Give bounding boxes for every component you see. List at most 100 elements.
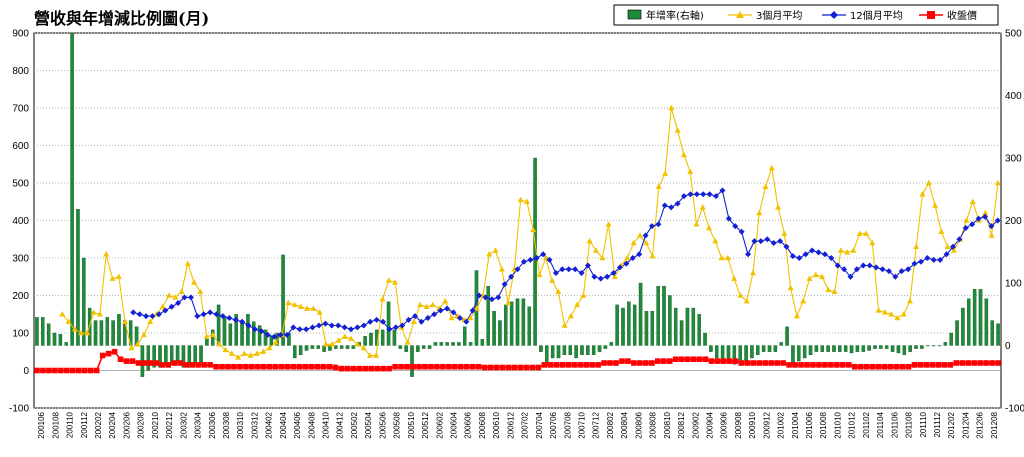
marker-12m (360, 322, 367, 329)
marker-3m (944, 243, 951, 249)
marker-3m (203, 333, 210, 339)
yoy-bar (791, 345, 795, 365)
x-tick-label: 201008 (819, 411, 828, 438)
marker-close (780, 360, 786, 366)
marker-close (816, 362, 822, 368)
marker-close (368, 365, 375, 372)
yoy-bar (609, 342, 614, 346)
marker-close (523, 364, 530, 371)
yoy-bar (931, 345, 936, 347)
marker-3m (561, 322, 568, 328)
marker-12m (597, 275, 604, 282)
yoy-bar (709, 345, 713, 352)
x-tick-label: 200610 (492, 411, 501, 438)
marker-close (732, 358, 739, 364)
marker-12m (629, 255, 636, 261)
marker-12m (130, 309, 137, 316)
marker-close (261, 363, 267, 370)
marker-close (535, 364, 542, 371)
y-tick-right-label: 400 (1005, 91, 1022, 102)
marker-12m (501, 281, 508, 288)
x-tick-label: 200302 (179, 411, 188, 438)
marker-12m (559, 266, 566, 273)
marker-close (195, 362, 201, 368)
x-tick-label: 200810 (663, 411, 672, 438)
marker-3m (862, 230, 869, 236)
x-tick-label: 201112 (933, 411, 942, 437)
marker-12m (264, 331, 271, 338)
marker-12m (687, 191, 694, 198)
legend-swatch-yoy (627, 9, 642, 20)
yoy-bar (849, 345, 854, 354)
marker-12m (399, 322, 406, 329)
marker-12m (770, 240, 777, 246)
yoy-bar (685, 307, 690, 346)
marker-close (517, 364, 524, 371)
marker-3m (335, 337, 342, 343)
marker-12m (200, 311, 207, 318)
yoy-bar (961, 307, 965, 346)
marker-close (553, 362, 560, 368)
marker-12m (354, 324, 361, 331)
marker-close (672, 356, 679, 363)
marker-3m (768, 164, 775, 171)
marker-close (332, 364, 339, 371)
marker-12m (681, 193, 688, 200)
marker-3m (963, 217, 970, 223)
yoy-bar (802, 345, 807, 359)
marker-close (231, 363, 237, 370)
marker-close (929, 362, 936, 368)
yoy-bar (527, 306, 531, 346)
marker-close (511, 364, 518, 371)
marker-12m (271, 333, 278, 340)
x-tick-label: 200402 (265, 411, 274, 438)
x-tick-label: 200512 (421, 411, 430, 438)
marker-close (965, 360, 971, 366)
marker-3m (159, 303, 166, 309)
y-tick-left-label: 800 (12, 66, 29, 77)
marker-close (643, 360, 649, 366)
marker-close (702, 356, 709, 363)
marker-close (326, 363, 333, 370)
marker-close (34, 367, 40, 374)
y-tick-right-label: -100 (1005, 404, 1024, 415)
marker-3m (925, 179, 932, 186)
yoy-bar (597, 345, 602, 352)
marker-close (52, 367, 58, 374)
legend-label-close: 收盤價 (947, 9, 977, 22)
marker-3m (96, 311, 103, 317)
marker-12m (994, 217, 1001, 224)
marker-12m (373, 316, 380, 323)
marker-3m (881, 309, 888, 315)
marker-3m (643, 239, 650, 246)
marker-3m (793, 312, 800, 319)
marker-3m (272, 339, 279, 345)
yoy-bar (498, 320, 502, 346)
marker-close (380, 365, 386, 372)
marker-3m (756, 209, 763, 216)
marker-3m (166, 292, 173, 298)
marker-12m (136, 311, 143, 318)
marker-12m (322, 320, 329, 327)
marker-12m (962, 225, 969, 231)
yoy-bar (638, 282, 643, 346)
marker-12m (700, 191, 707, 198)
marker-3m (209, 331, 216, 338)
marker-12m (885, 268, 892, 275)
marker-close (577, 362, 583, 368)
marker-12m (251, 326, 258, 333)
yoy-bar (404, 345, 408, 352)
marker-3m (247, 352, 254, 358)
marker-12m (668, 204, 675, 211)
marker-12m (335, 322, 342, 329)
marker-3m (994, 179, 1001, 186)
marker-close (708, 358, 715, 364)
marker-12m (892, 273, 899, 280)
marker-close (744, 360, 751, 366)
marker-3m (147, 318, 154, 324)
marker-close (475, 363, 482, 370)
marker-12m (604, 273, 611, 280)
marker-12m (943, 251, 950, 258)
yoy-bar (697, 314, 701, 346)
x-tick-label: 200902 (691, 411, 700, 438)
